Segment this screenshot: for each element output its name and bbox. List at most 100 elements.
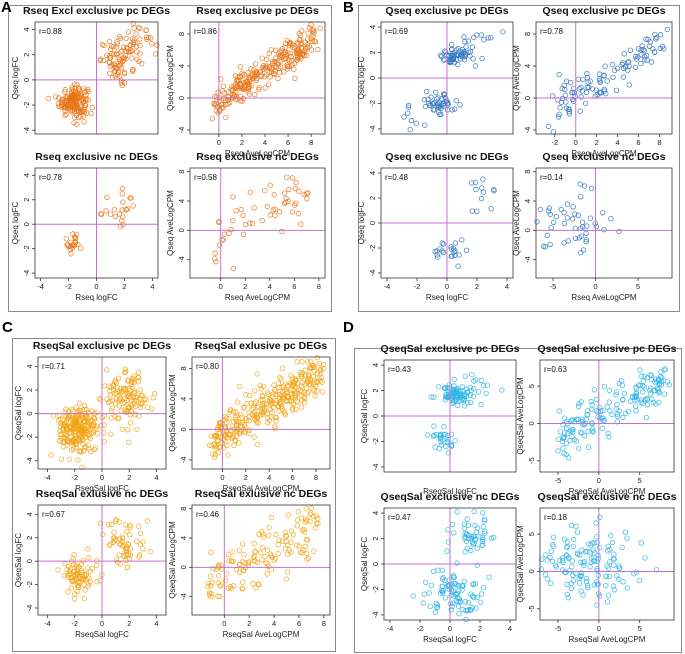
data-point [234,77,241,83]
x-tick-label: 5 [638,624,642,633]
data-point [262,187,268,194]
data-point [298,515,305,521]
x-tick-label: 2 [595,138,599,147]
data-point [300,547,306,553]
data-point [561,450,567,457]
data-point [480,524,487,530]
data-point [575,551,581,558]
data-point [478,32,485,38]
data-point [661,46,667,52]
data-point [291,60,298,67]
data-point [97,423,104,429]
data-point [112,377,119,384]
data-point [614,413,621,420]
data-point [638,47,644,53]
x-axis-label-d3: RseqSal logFC [423,635,477,644]
data-point [453,56,459,63]
data-point [271,191,277,198]
data-point [107,541,114,547]
data-point [110,397,116,403]
data-point [581,559,588,565]
panel-letter-d: D [343,319,354,336]
data-point [642,555,648,561]
y-tick-label: 4 [25,512,34,516]
data-point [68,585,75,591]
data-point [77,433,84,439]
data-point [625,409,632,415]
data-point [58,99,65,105]
data-point [305,190,311,196]
data-point [84,565,91,571]
x-axis-label-a4: Rseq AveLogCPM [225,293,291,302]
data-point [295,210,302,217]
data-point [621,51,627,57]
chart-title-c4: RseqSal exlusive nc DEGs [195,488,328,500]
data-point [227,407,234,413]
data-point [620,414,626,421]
data-point [632,53,639,60]
x-tick-label: 0 [100,619,104,628]
data-point [71,591,78,597]
data-point [78,428,85,434]
data-point [257,550,264,556]
data-point [470,581,476,587]
data-point [638,60,644,67]
data-point [315,515,321,522]
data-point [589,401,595,408]
y-axis-label-b4: Qseq AveLogCPM [512,190,521,256]
data-point [471,34,477,41]
correlation-label-b3: r=0.48 [385,173,408,182]
data-point [304,390,310,396]
data-point [62,431,69,438]
data-point [278,376,284,382]
data-point [639,43,645,49]
y-tick-label: -4 [179,457,188,464]
data-point [246,392,253,399]
data-point [267,396,273,403]
y-tick-label: -2 [368,245,377,252]
data-point [601,383,608,390]
data-point [267,182,273,188]
data-point [68,250,74,257]
data-point [478,401,484,408]
data-point [299,358,305,365]
data-point [107,46,114,52]
data-point [542,572,549,578]
data-point [291,66,297,72]
data-point [294,359,300,365]
data-point [441,385,448,391]
data-point [228,558,235,564]
data-point [471,540,477,546]
data-point [252,61,259,67]
data-point [211,101,217,107]
x-tick-label: 2 [240,138,244,147]
data-point [661,367,667,373]
data-point [450,587,456,594]
data-point [604,563,610,569]
y-tick-label: -2 [371,438,380,445]
plot-frame-d4 [539,507,675,621]
data-point [140,546,146,552]
x-axis-label-c3: RseqSal logFC [75,630,129,639]
data-point [68,439,75,445]
data-point [644,57,650,63]
data-point [431,423,437,429]
data-point [664,26,670,33]
data-point [317,369,323,375]
data-point [239,98,245,104]
data-point [126,405,132,411]
data-point [254,70,260,76]
data-point [452,438,458,444]
data-point [268,65,275,72]
data-point [76,437,83,443]
data-point [584,74,590,81]
panel-letter-b: B [343,0,354,16]
panel-d-box [354,348,682,653]
data-point [253,72,260,78]
data-point [126,393,132,399]
data-point [282,190,288,196]
data-point [207,573,214,579]
data-point [56,103,62,109]
data-point [287,380,294,386]
data-point [601,73,607,79]
